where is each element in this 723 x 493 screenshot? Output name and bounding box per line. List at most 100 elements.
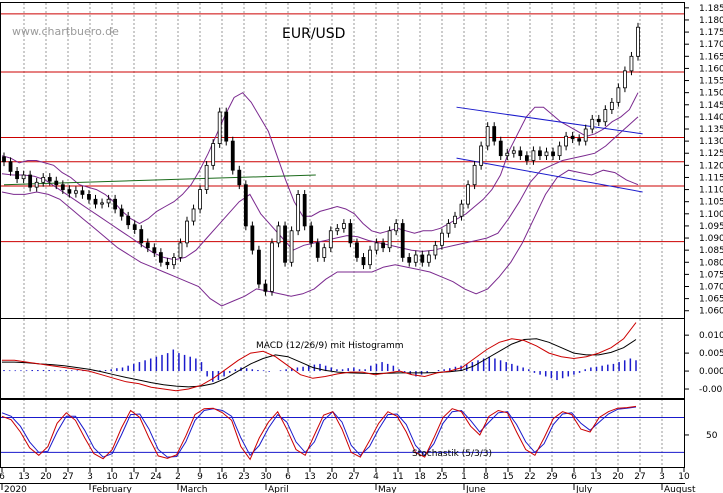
month-label: February [92,485,133,493]
price-tick-label: 1.170 [699,40,723,50]
candle-body [420,254,425,263]
price-tick-label: 1.180 [699,16,723,26]
candle-body [400,223,405,258]
candle-body [87,194,91,200]
candle-body [485,126,490,147]
candle-body [453,215,457,224]
price-tick-label: 1.085 [699,246,723,256]
candlesticks [2,22,640,296]
month-label: 2020 [4,485,27,493]
x-axis: 6 13 20 27 3 10 17 24 2 9 16 23 30 6 13 20 27 4 11 18 25 1 8 15… [0,467,696,493]
price-tick-label: 1.115 [699,173,723,183]
candle-body [191,208,196,222]
candle-body [381,242,385,249]
candle-body [41,177,46,183]
day-label: 23 [238,472,249,482]
day-label: 17 [128,472,139,482]
price-tick-label: 1.065 [699,295,723,305]
candle-body [636,26,640,57]
candle-body [433,244,438,256]
price-tick-label: 1.145 [699,101,723,111]
month-label: July [575,485,593,493]
candle-body [100,202,104,205]
day-label: 20 [40,472,52,482]
resistance-lines [1,13,684,243]
candle-body [237,169,242,186]
trend-line-upper [456,106,643,135]
price-tick-label: 1.120 [699,161,723,171]
candle-body [165,261,170,266]
candle-body [472,164,477,186]
candle-body [106,198,111,204]
bollinger-bands [1,92,639,307]
price-tick-label: 1.080 [699,258,723,268]
price-tick-label: 1.155 [699,77,723,87]
price-tick-label: 1.185 [699,4,723,14]
watermark: www.chartbuero.de [12,25,119,38]
candle-body [119,208,124,217]
candle-body [348,223,353,244]
day-label: 25 [436,472,447,482]
candle-body [276,225,281,244]
candle-body [322,247,327,258]
day-label: 29 [546,472,558,482]
candle-body [355,242,359,258]
day-label: 24 [150,472,162,482]
candle-body [583,128,588,142]
month-label: May [378,485,397,493]
price-tick-label: 1.150 [699,89,723,99]
candle-body [47,177,52,182]
day-label: 3 [87,472,93,482]
day-label: 27 [634,472,645,482]
candle-body [335,227,340,232]
day-label: 6 [571,472,577,482]
candle-body [616,87,621,103]
candle-body [623,70,627,89]
candle-body [309,225,314,244]
price-tick-label: 1.110 [699,186,723,196]
candle-body [564,135,569,147]
candle-body [577,138,582,142]
candle-body [250,225,255,251]
candle-body [629,55,634,72]
candle-body [394,223,399,232]
price-tick-label: 1.060 [699,307,723,317]
day-label: 15 [502,472,513,482]
candle-body [178,242,183,258]
candle-body [126,215,131,226]
candle-body [361,257,366,266]
price-axis: 1.060 1.065 1.070 1.075 1.080 1.085 1.090 1.095… [684,4,723,441]
candle-body [8,161,13,172]
day-label: 27 [62,472,73,482]
candle-body [263,283,268,292]
candle-body [603,109,608,123]
candle-body [374,242,379,251]
day-label: 11 [392,472,403,482]
stochastic-k-line [1,405,637,461]
candle-body [590,118,595,130]
price-tick-label: 1.125 [699,149,723,159]
day-label: 18 [414,472,426,482]
macd-panel-frame [0,318,685,399]
bollinger-middle [1,116,639,261]
day-label: 2 [175,472,181,482]
candle-body [426,254,431,263]
candle-body [289,230,294,263]
price-tick-label: 1.165 [699,52,723,62]
price-tick-label: 1.175 [699,28,723,38]
candle-body [152,247,157,253]
candle-body [498,140,503,157]
price-tick-label: 1.095 [699,222,723,232]
candle-body [172,257,176,266]
candle-body [518,150,523,157]
day-label: 8 [483,472,489,482]
macd-tick-label: 0.010 [699,331,723,341]
candle-body [296,194,301,232]
candle-body [54,180,59,186]
candle-body [570,135,575,140]
price-tick-label: 1.090 [699,234,723,244]
price-tick-label: 1.140 [699,113,723,123]
candle-body [302,194,307,227]
